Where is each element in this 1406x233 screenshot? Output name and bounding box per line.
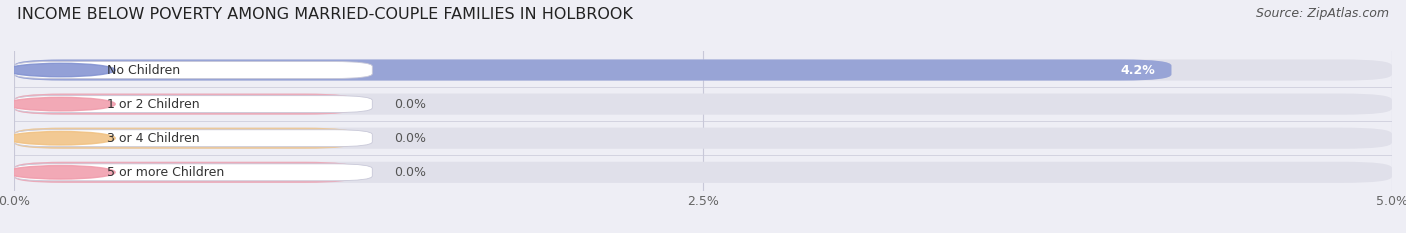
FancyBboxPatch shape: [14, 62, 373, 79]
Text: 0.0%: 0.0%: [394, 98, 426, 111]
FancyBboxPatch shape: [14, 130, 373, 147]
Text: 0.0%: 0.0%: [394, 132, 426, 145]
Circle shape: [6, 131, 115, 145]
Text: No Children: No Children: [107, 64, 180, 76]
FancyBboxPatch shape: [14, 128, 1392, 149]
Text: Source: ZipAtlas.com: Source: ZipAtlas.com: [1256, 7, 1389, 20]
FancyBboxPatch shape: [14, 93, 354, 115]
Circle shape: [6, 63, 115, 77]
FancyBboxPatch shape: [14, 59, 1392, 81]
FancyBboxPatch shape: [14, 162, 1392, 183]
FancyBboxPatch shape: [14, 164, 373, 181]
Text: 3 or 4 Children: 3 or 4 Children: [107, 132, 200, 145]
FancyBboxPatch shape: [14, 93, 1392, 115]
FancyBboxPatch shape: [14, 96, 373, 113]
Text: INCOME BELOW POVERTY AMONG MARRIED-COUPLE FAMILIES IN HOLBROOK: INCOME BELOW POVERTY AMONG MARRIED-COUPL…: [17, 7, 633, 22]
FancyBboxPatch shape: [14, 59, 1171, 81]
Circle shape: [6, 165, 115, 179]
Circle shape: [6, 97, 115, 111]
Text: 4.2%: 4.2%: [1121, 64, 1154, 76]
FancyBboxPatch shape: [14, 162, 354, 183]
Text: 0.0%: 0.0%: [394, 166, 426, 179]
FancyBboxPatch shape: [14, 128, 354, 149]
Text: 1 or 2 Children: 1 or 2 Children: [107, 98, 200, 111]
Text: 5 or more Children: 5 or more Children: [107, 166, 224, 179]
